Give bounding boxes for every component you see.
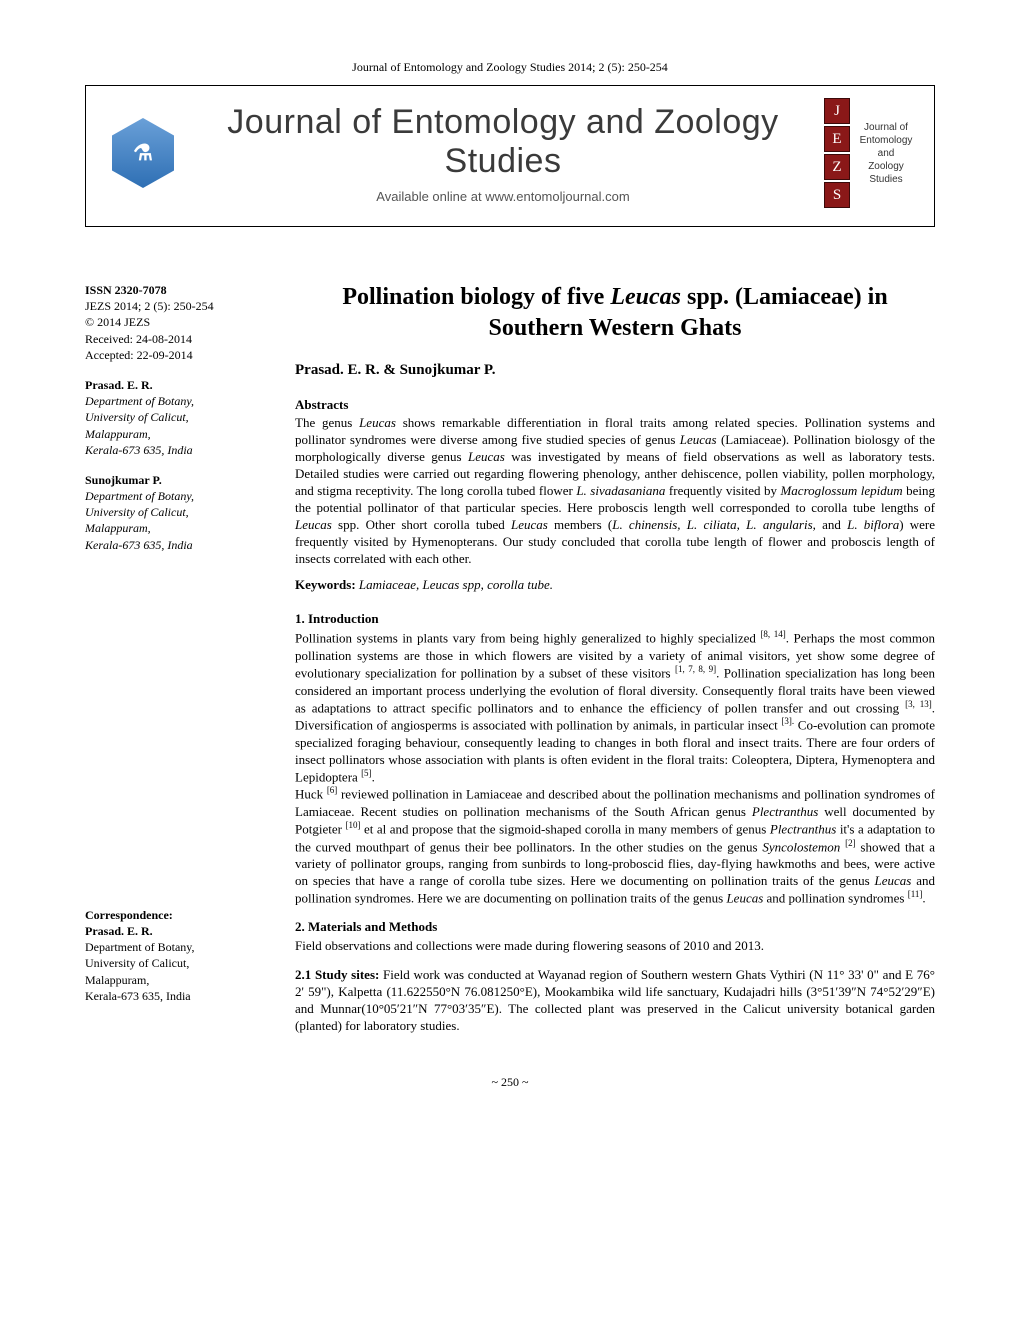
author2-block: Sunojkumar P. Department of Botany, Univ… bbox=[85, 472, 275, 553]
accepted-date: Accepted: 22-09-2014 bbox=[85, 347, 275, 363]
introduction-text: Pollination systems in plants vary from … bbox=[295, 629, 935, 906]
banner-side-text: Journal of Entomology and Zoology Studie… bbox=[856, 121, 916, 186]
side-text-2: Entomology bbox=[860, 135, 913, 146]
authors-line: Prasad. E. R. & Sunojkumar P. bbox=[295, 362, 935, 379]
corr-affil1: Department of Botany, bbox=[85, 939, 275, 955]
journal-subtitle: Available online at www.entomoljournal.c… bbox=[202, 189, 804, 204]
page-number: ~ 250 ~ bbox=[85, 1075, 935, 1090]
journal-banner: ⚗ Journal of Entomology and Zoology Stud… bbox=[85, 85, 935, 227]
corr-affil4: Kerala-673 635, India bbox=[85, 988, 275, 1004]
issue-info: JEZS 2014; 2 (5): 250-254 bbox=[85, 298, 275, 314]
page: Journal of Entomology and Zoology Studie… bbox=[0, 0, 1020, 1130]
corr-affil2: University of Calicut, bbox=[85, 955, 275, 971]
author1-block: Prasad. E. R. Department of Botany, Univ… bbox=[85, 377, 275, 458]
keywords: Keywords: Lamiaceae, Leucas spp, corolla… bbox=[295, 577, 935, 593]
methods-heading: 2. Materials and Methods bbox=[295, 919, 935, 935]
journal-title: Journal of Entomology and Zoology Studie… bbox=[202, 103, 804, 181]
correspondence-block: Correspondence: Prasad. E. R. Department… bbox=[85, 907, 275, 1004]
side-text-4: Zoology Studies bbox=[868, 161, 904, 185]
methods-text: Field observations and collections were … bbox=[295, 937, 935, 954]
article-title: Pollination biology of five Leucas spp. … bbox=[295, 282, 935, 344]
sidebar-spacer bbox=[85, 567, 275, 907]
introduction-heading: 1. Introduction bbox=[295, 611, 935, 627]
sidebar: ISSN 2320-7078 JEZS 2014; 2 (5): 250-254… bbox=[85, 282, 275, 1047]
journal-logo: ⚗ bbox=[104, 103, 182, 203]
author2-name: Sunojkumar P. bbox=[85, 472, 275, 488]
author1-affil1: Department of Botany, bbox=[85, 393, 275, 409]
tile-j-icon: J bbox=[824, 98, 850, 124]
corr-name: Prasad. E. R. bbox=[85, 923, 275, 939]
corr-label: Correspondence: bbox=[85, 907, 275, 923]
study-sites-heading: 2.1 Study sites: bbox=[295, 967, 379, 982]
logo-glyph-icon: ⚗ bbox=[133, 140, 153, 166]
author1-affil4: Kerala-673 635, India bbox=[85, 442, 275, 458]
main-column: Pollination biology of five Leucas spp. … bbox=[295, 282, 935, 1047]
sidebar-meta: ISSN 2320-7078 JEZS 2014; 2 (5): 250-254… bbox=[85, 282, 275, 363]
author1-affil2: University of Calicut, bbox=[85, 409, 275, 425]
corr-affil3: Malappuram, bbox=[85, 972, 275, 988]
abstract-heading: Abstracts bbox=[295, 397, 935, 413]
tile-z-icon: Z bbox=[824, 154, 850, 180]
author2-affil4: Kerala-673 635, India bbox=[85, 537, 275, 553]
side-text-3: and bbox=[878, 148, 895, 159]
abstract-text: The genus Leucas shows remarkable differ… bbox=[295, 415, 935, 567]
title-italic: Leucas bbox=[610, 284, 681, 310]
header-citation: Journal of Entomology and Zoology Studie… bbox=[85, 60, 935, 75]
banner-right: J E Z S Journal of Entomology and Zoolog… bbox=[824, 98, 916, 208]
banner-center: Journal of Entomology and Zoology Studie… bbox=[202, 103, 804, 204]
copyright: © 2014 JEZS bbox=[85, 314, 275, 330]
title-pre: Pollination biology of five bbox=[342, 284, 610, 310]
study-sites-body: Field work was conducted at Wayanad regi… bbox=[295, 967, 935, 1033]
tile-column: J E Z S bbox=[824, 98, 850, 208]
author2-affil3: Malappuram, bbox=[85, 520, 275, 536]
issn: ISSN 2320-7078 bbox=[85, 282, 275, 298]
tile-s-icon: S bbox=[824, 182, 850, 208]
study-sites-text: 2.1 Study sites: Field work was conducte… bbox=[295, 966, 935, 1035]
keywords-label: Keywords: bbox=[295, 577, 356, 592]
received-date: Received: 24-08-2014 bbox=[85, 331, 275, 347]
author1-name: Prasad. E. R. bbox=[85, 377, 275, 393]
author2-affil2: University of Calicut, bbox=[85, 504, 275, 520]
keywords-text: Lamiaceae, Leucas spp, corolla tube. bbox=[359, 577, 553, 592]
content-row: ISSN 2320-7078 JEZS 2014; 2 (5): 250-254… bbox=[85, 282, 935, 1047]
author1-affil3: Malappuram, bbox=[85, 426, 275, 442]
tile-e-icon: E bbox=[824, 126, 850, 152]
side-text-1: Journal of bbox=[864, 122, 908, 133]
author2-affil1: Department of Botany, bbox=[85, 488, 275, 504]
logo-hexagon-icon: ⚗ bbox=[112, 118, 174, 188]
